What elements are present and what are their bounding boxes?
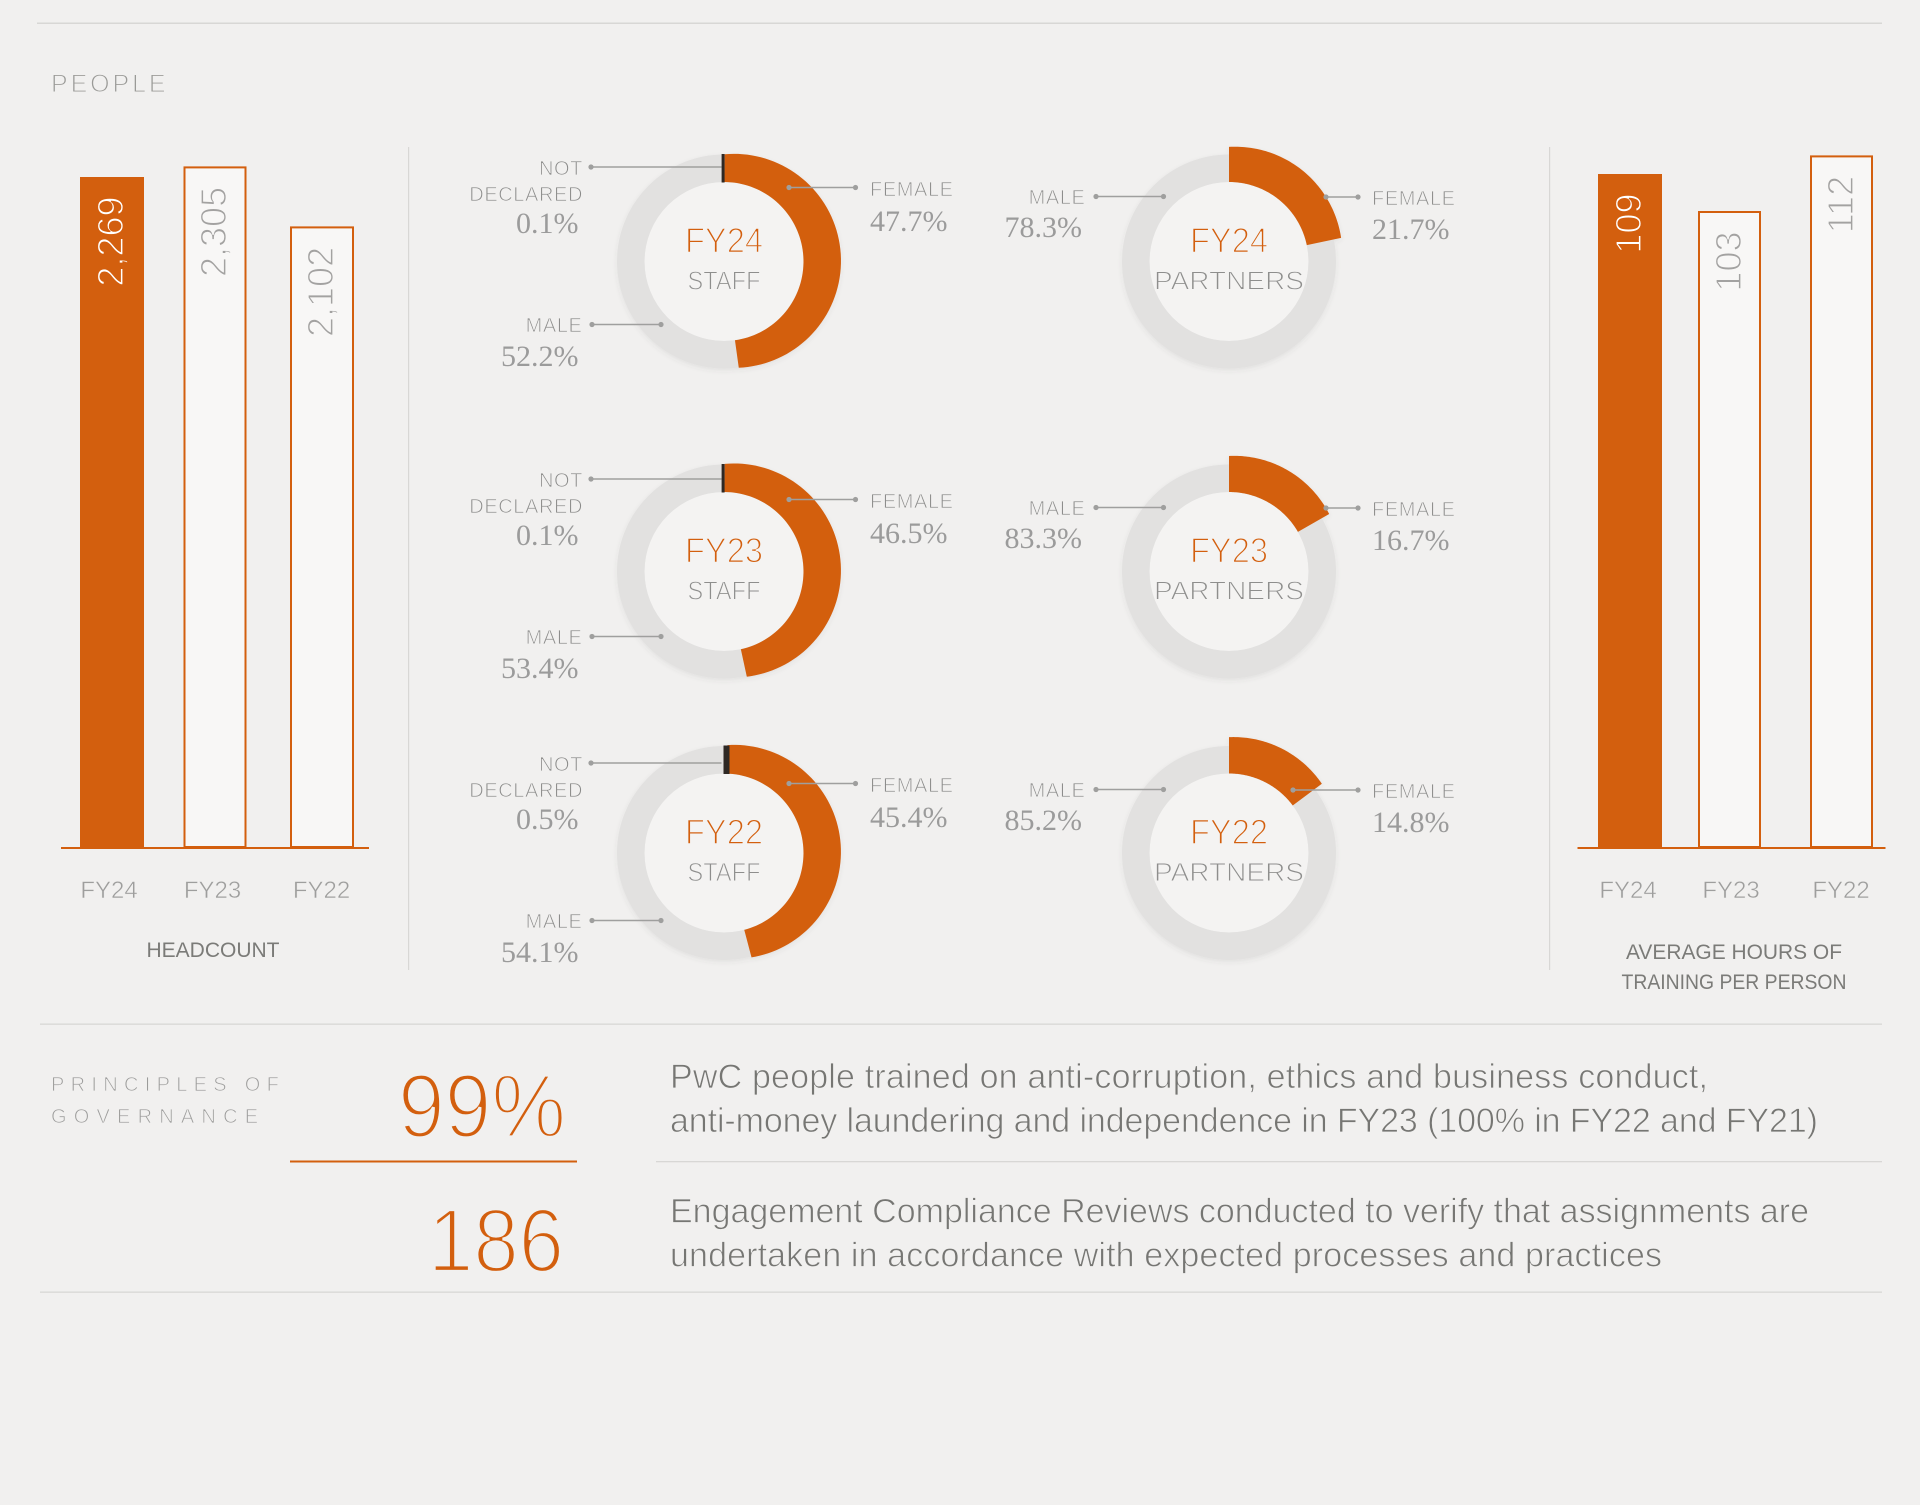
svg-text:45.4%: 45.4% xyxy=(870,801,948,834)
svg-text:2,305: 2,305 xyxy=(193,187,234,277)
svg-text:0.1%: 0.1% xyxy=(516,519,579,552)
svg-text:FY23: FY23 xyxy=(184,877,241,904)
svg-text:PwC people trained on anti-cor: PwC people trained on anti-corruption, e… xyxy=(670,1058,1708,1096)
svg-text:PEOPLE: PEOPLE xyxy=(51,70,168,98)
svg-text:21.7%: 21.7% xyxy=(1372,213,1450,246)
svg-text:FEMALE: FEMALE xyxy=(1372,781,1456,803)
svg-text:FY22: FY22 xyxy=(1812,877,1869,904)
svg-text:FY23: FY23 xyxy=(1702,877,1759,904)
svg-text:PARTNERS: PARTNERS xyxy=(1154,266,1304,296)
svg-text:NOT: NOT xyxy=(539,158,583,180)
svg-text:109: 109 xyxy=(1608,194,1649,254)
svg-text:STAFF: STAFF xyxy=(688,266,761,296)
svg-text:2,269: 2,269 xyxy=(90,197,131,287)
svg-text:DECLARED: DECLARED xyxy=(469,184,583,206)
svg-text:GOVERNANCE: GOVERNANCE xyxy=(51,1106,265,1128)
svg-text:DECLARED: DECLARED xyxy=(469,780,583,802)
svg-text:PARTNERS: PARTNERS xyxy=(1154,857,1304,887)
svg-text:2,102: 2,102 xyxy=(300,247,341,337)
svg-text:anti-money laundering and inde: anti-money laundering and independence i… xyxy=(670,1102,1818,1140)
svg-text:103: 103 xyxy=(1708,232,1749,292)
svg-text:FEMALE: FEMALE xyxy=(1372,188,1456,210)
svg-text:0.5%: 0.5% xyxy=(516,803,579,836)
svg-text:FY22: FY22 xyxy=(293,877,350,904)
svg-text:52.2%: 52.2% xyxy=(501,340,579,373)
svg-text:46.5%: 46.5% xyxy=(870,517,948,550)
svg-text:DECLARED: DECLARED xyxy=(469,496,583,518)
svg-text:FEMALE: FEMALE xyxy=(870,179,954,201)
svg-text:186: 186 xyxy=(428,1192,564,1292)
svg-text:47.7%: 47.7% xyxy=(870,205,948,238)
svg-text:FEMALE: FEMALE xyxy=(1372,499,1456,521)
svg-text:FY23: FY23 xyxy=(1190,532,1268,571)
svg-text:FY22: FY22 xyxy=(685,813,763,852)
svg-text:STAFF: STAFF xyxy=(688,857,761,887)
svg-text:FY24: FY24 xyxy=(1599,877,1656,904)
svg-text:54.1%: 54.1% xyxy=(501,936,579,969)
svg-text:FY24: FY24 xyxy=(685,222,763,261)
svg-text:FY23: FY23 xyxy=(685,532,763,571)
svg-text:MALE: MALE xyxy=(1029,498,1086,520)
svg-text:53.4%: 53.4% xyxy=(501,652,579,685)
svg-text:MALE: MALE xyxy=(526,911,583,933)
svg-text:undertaken in accordance with: undertaken in accordance with expected p… xyxy=(670,1237,1662,1275)
svg-text:14.8%: 14.8% xyxy=(1372,806,1450,839)
svg-text:FY24: FY24 xyxy=(1190,222,1268,261)
svg-text:PRINCIPLES OF: PRINCIPLES OF xyxy=(51,1074,285,1096)
svg-text:NOT: NOT xyxy=(539,754,583,776)
svg-text:78.3%: 78.3% xyxy=(1005,211,1083,244)
svg-text:PARTNERS: PARTNERS xyxy=(1154,576,1304,606)
svg-text:NOT: NOT xyxy=(539,470,583,492)
svg-text:MALE: MALE xyxy=(526,315,583,337)
svg-text:85.2%: 85.2% xyxy=(1005,804,1083,837)
svg-text:MALE: MALE xyxy=(526,627,583,649)
svg-text:AVERAGE HOURS OF: AVERAGE HOURS OF xyxy=(1626,941,1842,964)
svg-text:MALE: MALE xyxy=(1029,780,1086,802)
svg-text:FEMALE: FEMALE xyxy=(870,491,954,513)
svg-text:MALE: MALE xyxy=(1029,187,1086,209)
svg-text:0.1%: 0.1% xyxy=(516,207,579,240)
svg-text:FEMALE: FEMALE xyxy=(870,775,954,797)
svg-text:FY24: FY24 xyxy=(80,877,137,904)
svg-text:16.7%: 16.7% xyxy=(1372,524,1450,557)
svg-text:STAFF: STAFF xyxy=(688,576,761,606)
svg-text:Engagement Compliance Reviews: Engagement Compliance Reviews conducted … xyxy=(670,1193,1809,1231)
svg-text:TRAINING PER PERSON: TRAINING PER PERSON xyxy=(1622,971,1847,994)
svg-text:HEADCOUNT: HEADCOUNT xyxy=(146,939,279,962)
svg-text:112: 112 xyxy=(1820,176,1861,233)
svg-text:99%: 99% xyxy=(398,1057,566,1157)
svg-text:FY22: FY22 xyxy=(1190,813,1268,852)
svg-text:83.3%: 83.3% xyxy=(1005,522,1083,555)
